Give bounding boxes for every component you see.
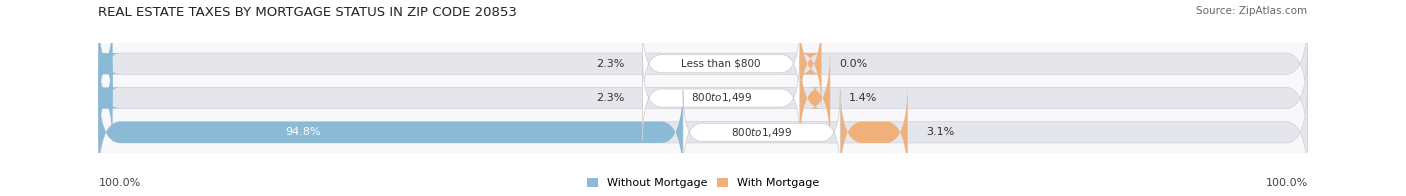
Text: Less than $800: Less than $800 (682, 59, 761, 69)
Text: 94.8%: 94.8% (285, 127, 321, 137)
Text: 2.3%: 2.3% (596, 93, 624, 103)
Text: 0.0%: 0.0% (839, 59, 868, 69)
FancyBboxPatch shape (91, 47, 120, 149)
FancyBboxPatch shape (98, 13, 1308, 115)
FancyBboxPatch shape (643, 21, 800, 106)
FancyBboxPatch shape (98, 81, 1308, 183)
FancyBboxPatch shape (98, 47, 1308, 149)
FancyBboxPatch shape (643, 56, 800, 140)
Text: 2.3%: 2.3% (596, 59, 624, 69)
Legend: Without Mortgage, With Mortgage: Without Mortgage, With Mortgage (588, 178, 818, 189)
FancyBboxPatch shape (91, 13, 120, 115)
FancyBboxPatch shape (683, 90, 841, 175)
FancyBboxPatch shape (800, 47, 830, 149)
Text: Source: ZipAtlas.com: Source: ZipAtlas.com (1197, 6, 1308, 16)
Text: 1.4%: 1.4% (848, 93, 877, 103)
Text: $800 to $1,499: $800 to $1,499 (690, 92, 752, 104)
FancyBboxPatch shape (98, 81, 683, 183)
FancyBboxPatch shape (841, 81, 908, 183)
Text: 100.0%: 100.0% (1265, 178, 1308, 188)
Text: 3.1%: 3.1% (925, 127, 955, 137)
Text: REAL ESTATE TAXES BY MORTGAGE STATUS IN ZIP CODE 20853: REAL ESTATE TAXES BY MORTGAGE STATUS IN … (98, 6, 517, 19)
Text: $800 to $1,499: $800 to $1,499 (731, 126, 792, 139)
FancyBboxPatch shape (800, 13, 821, 115)
Text: 100.0%: 100.0% (98, 178, 141, 188)
